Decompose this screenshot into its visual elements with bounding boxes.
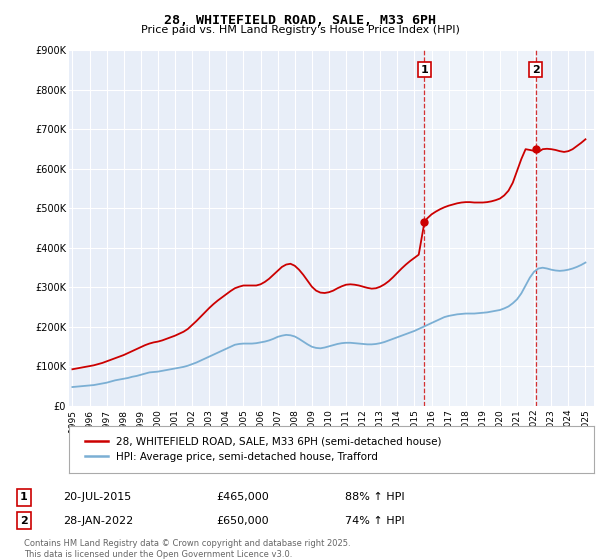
Text: Price paid vs. HM Land Registry's House Price Index (HPI): Price paid vs. HM Land Registry's House … [140,25,460,35]
Text: 28, WHITEFIELD ROAD, SALE, M33 6PH: 28, WHITEFIELD ROAD, SALE, M33 6PH [164,14,436,27]
Text: 28-JAN-2022: 28-JAN-2022 [63,516,133,526]
Text: 74% ↑ HPI: 74% ↑ HPI [345,516,404,526]
Text: 1: 1 [20,492,28,502]
Text: Contains HM Land Registry data © Crown copyright and database right 2025.
This d: Contains HM Land Registry data © Crown c… [24,539,350,559]
Text: 2: 2 [532,64,539,74]
Text: 20-JUL-2015: 20-JUL-2015 [63,492,131,502]
Legend: 28, WHITEFIELD ROAD, SALE, M33 6PH (semi-detached house), HPI: Average price, se: 28, WHITEFIELD ROAD, SALE, M33 6PH (semi… [79,432,446,467]
Text: £465,000: £465,000 [216,492,269,502]
Bar [424,50,536,406]
Text: £650,000: £650,000 [216,516,269,526]
Text: 2: 2 [20,516,28,526]
Text: 1: 1 [421,64,428,74]
Text: 88% ↑ HPI: 88% ↑ HPI [345,492,404,502]
